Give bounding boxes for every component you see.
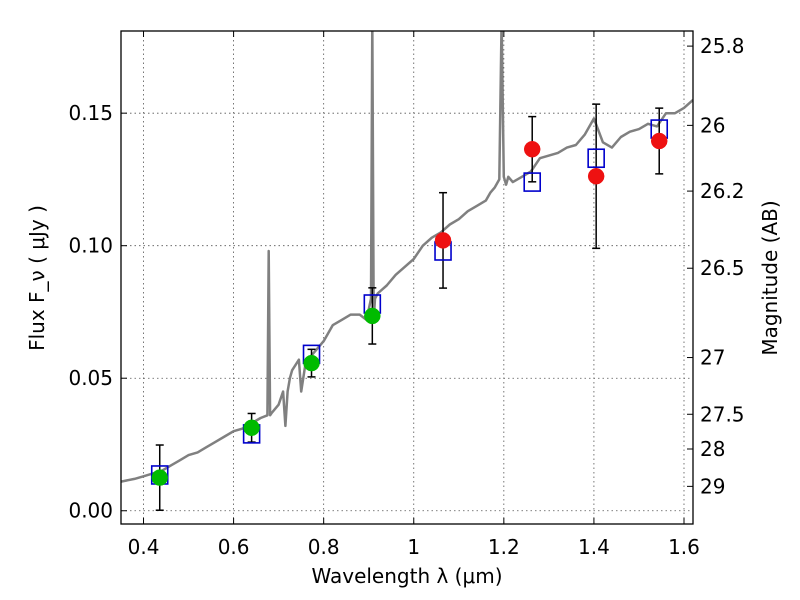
red-data-point: [650, 132, 668, 150]
model-point-square: [587, 148, 605, 169]
y2-tick-label: 28: [700, 437, 725, 461]
y-tick-label: 0.00: [68, 499, 113, 523]
y2-tick-label: 26.5: [700, 256, 745, 280]
x-tick-label: 1.4: [578, 535, 610, 559]
green-data-point: [364, 307, 381, 325]
y2-tick-label: 27: [700, 346, 725, 370]
grid-layer: [121, 31, 693, 524]
tick-layer: 0.4 0.6 0.8 1 1.2 1.4 1.6 0.00 0.05 0.10 0.15 25.8 2…: [68, 31, 745, 559]
green-data-point: [151, 469, 168, 486]
measurement-layer: [151, 132, 668, 486]
red-data-point: [523, 140, 541, 158]
red-data-point: [434, 232, 452, 249]
model-point-square: [523, 172, 542, 192]
x-tick-label: 1: [407, 535, 420, 559]
green-data-point: [243, 419, 260, 437]
y-axis-label: Flux F_ν ( μJy ): [25, 205, 49, 351]
y2-tick-label: 25.8: [700, 34, 745, 58]
y-tick-label: 0.05: [68, 366, 113, 390]
y-tick-label: 0.15: [68, 101, 113, 125]
y2-axis-label: Magnitude (AB): [758, 200, 782, 355]
x-axis-label: Wavelength λ (μm): [311, 564, 502, 588]
x-tick-label: 0.6: [218, 535, 250, 559]
y-tick-label: 0.10: [68, 234, 113, 258]
x-tick-label: 1.6: [668, 535, 700, 559]
y2-tick-label: 26.2: [700, 179, 745, 203]
y2-tick-label: 29: [700, 474, 725, 498]
x-tick-label: 0.8: [308, 535, 340, 559]
green-data-point: [303, 354, 320, 372]
x-tick-label: 1.2: [488, 535, 520, 559]
red-data-point: [587, 167, 605, 185]
y2-tick-label: 27.5: [700, 402, 745, 426]
x-tick-label: 0.4: [128, 535, 160, 559]
plot-frame: [120, 30, 694, 525]
y2-tick-label: 26: [700, 113, 725, 137]
